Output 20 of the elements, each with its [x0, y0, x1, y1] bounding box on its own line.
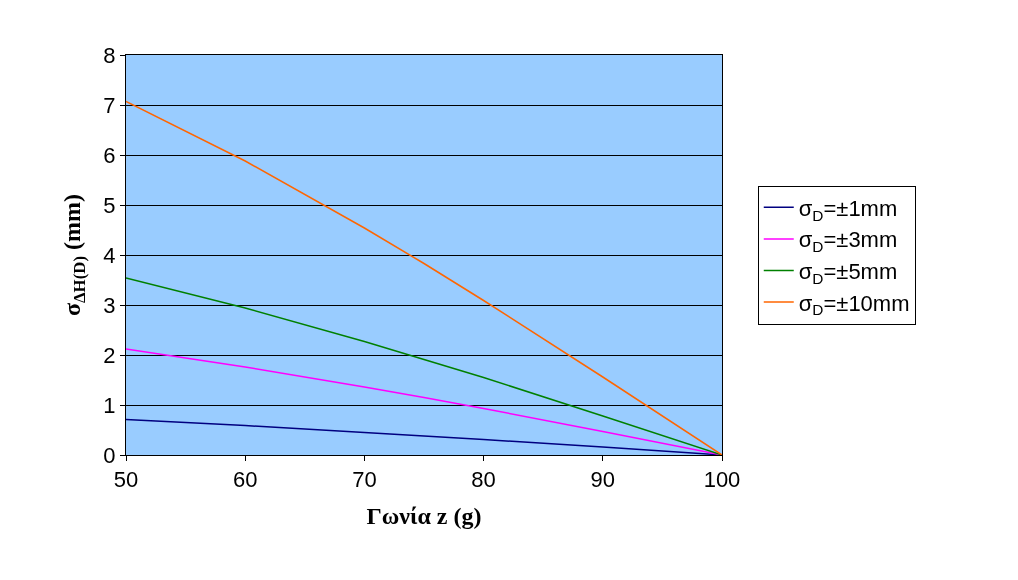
y-tick-label: 2: [103, 342, 116, 368]
legend-label: σ$_{D}$=±3mm: [798, 227, 898, 256]
y-tick-label: 5: [103, 192, 116, 218]
x-axis-title: Γωνία z (g): [366, 502, 482, 529]
y-tick-label: 4: [103, 242, 116, 268]
y-tick-label: 0: [103, 442, 116, 468]
y-tick-label: 3: [103, 292, 116, 318]
y-tick-label: 1: [103, 392, 116, 418]
legend-label: σ$_{D}$=±5mm: [798, 259, 898, 287]
x-tick-label: 80: [471, 467, 496, 493]
legend-label: σ$_{D}$=±10mm: [798, 290, 910, 319]
y-tick-label: 8: [103, 42, 116, 68]
x-tick-label: 60: [232, 467, 258, 493]
legend-label: σ$_{D}$=±1mm: [798, 195, 898, 224]
x-tick-label: 90: [590, 467, 616, 493]
x-tick-label: 50: [113, 467, 139, 493]
y-tick-label: 6: [103, 142, 116, 168]
y-tick-label: 7: [103, 92, 116, 118]
x-tick-label: 100: [703, 467, 741, 493]
x-tick-label: 70: [352, 467, 377, 493]
